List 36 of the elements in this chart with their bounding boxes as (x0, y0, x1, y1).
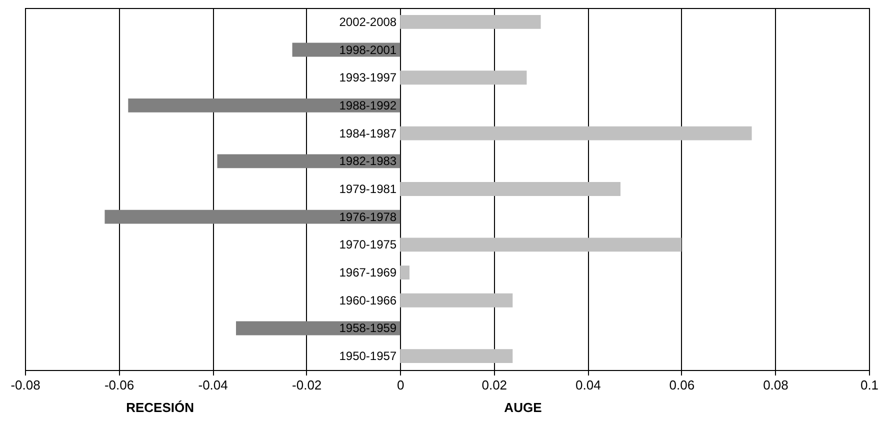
y-tick-label: 1970-1975 (339, 238, 397, 252)
y-tick-label: 1958-1959 (339, 321, 397, 336)
bar (400, 182, 620, 196)
text: AUGE (504, 400, 542, 415)
y-tick-label: 1988-1992 (339, 98, 397, 112)
y-tick-label: 1998-2001 (339, 42, 397, 57)
y-tick-label: 1960-1966 (339, 293, 397, 308)
bar (400, 293, 513, 308)
x-tick-label: -0.06 (104, 378, 134, 392)
y-tick-label: 1993-1997 (339, 70, 397, 85)
x-tick-label: 0 (396, 378, 404, 392)
y-tick-label: 1950-1957 (339, 349, 397, 364)
bar (104, 210, 400, 224)
x-tick-label: 0.08 (763, 378, 788, 392)
y-tick-label: 1967-1969 (339, 266, 397, 280)
y-tick-label: 1984-1987 (339, 126, 397, 140)
x-tick-label: -0.08 (10, 378, 40, 392)
bar (400, 14, 541, 29)
y-tick-label: 1979-1981 (339, 182, 397, 196)
x-tick-label: -0.04 (198, 378, 228, 392)
text: RECESIÓN (126, 400, 194, 415)
x-tick-label: 0.04 (576, 378, 601, 392)
y-tick-label: 2002-2008 (339, 14, 397, 29)
x-tick-label: 0.1 (860, 378, 879, 392)
x-tick-label: -0.02 (292, 378, 322, 392)
y-tick-label: 1982-1983 (339, 154, 397, 168)
bar (400, 126, 752, 140)
x-tick-label: 0.02 (482, 378, 508, 392)
y-tick-label: 1976-1978 (339, 210, 397, 224)
bar (128, 98, 400, 112)
bar (400, 238, 682, 252)
x-tick-label: 0.06 (669, 378, 695, 392)
bar (400, 349, 513, 364)
bar (400, 70, 527, 85)
bar (400, 266, 410, 280)
bar (217, 154, 400, 168)
